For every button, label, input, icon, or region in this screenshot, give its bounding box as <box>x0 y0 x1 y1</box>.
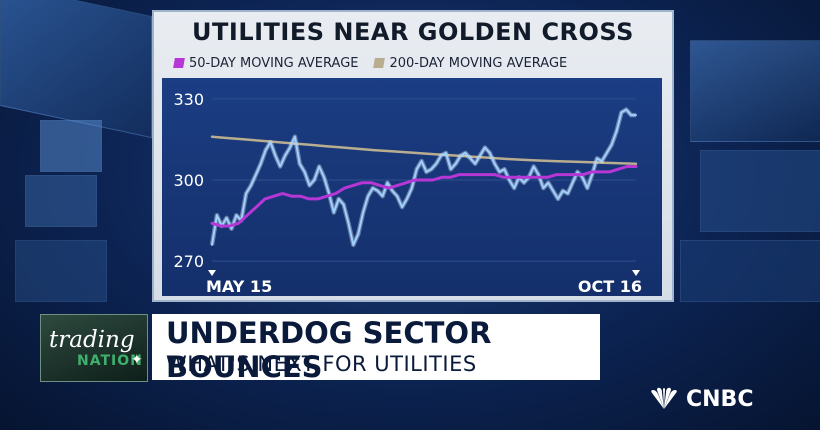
studio-panel <box>690 40 820 142</box>
x-tick-label: OCT 16 <box>578 277 642 296</box>
legend-label-ma200: 200-DAY MOVING AVERAGE <box>389 55 568 71</box>
series-line-price <box>211 108 637 246</box>
studio-panel <box>680 240 820 302</box>
show-logo-bottom: NATION <box>77 353 143 369</box>
plot-area: 270 300 330 MAY 15 OCT 16 <box>162 78 662 296</box>
peacock-icon <box>651 387 677 409</box>
star-icon: ✦ <box>131 351 143 367</box>
series-line-ma50 <box>210 165 638 228</box>
network-logo: CNBC <box>648 384 753 414</box>
chart-card: UTILITIES NEAR GOLDEN CROSS 50-DAY MOVIN… <box>152 10 674 302</box>
subheadline: WHAT'S NEXT FOR UTILITIES <box>166 352 477 376</box>
legend-swatch-ma200 <box>373 58 386 68</box>
legend-item-ma200: 200-DAY MOVING AVERAGE <box>373 55 568 71</box>
legend-swatch-ma50 <box>173 58 185 68</box>
line-chart: 270 300 330 MAY 15 OCT 16 <box>173 90 642 296</box>
y-tick-label: 270 <box>173 252 204 271</box>
show-logo: trading NATION ✦ <box>40 314 148 382</box>
legend-item-ma50: 50-DAY MOVING AVERAGE <box>173 55 359 71</box>
studio-panel <box>40 120 102 172</box>
lower-third-banner: trading NATION ✦ UNDERDOG SECTOR BOUNCES… <box>40 314 600 384</box>
show-logo-top: trading <box>49 327 135 353</box>
series-line-price-glow <box>209 107 636 248</box>
legend-label-ma50: 50-DAY MOVING AVERAGE <box>189 55 359 71</box>
studio-panel <box>15 240 107 302</box>
series-line-ma200 <box>210 135 638 166</box>
chart-title: UTILITIES NEAR GOLDEN CROSS <box>192 18 634 46</box>
headline: UNDERDOG SECTOR BOUNCES <box>166 316 492 384</box>
network-name: CNBC <box>686 386 754 412</box>
y-tick-label: 300 <box>173 171 204 190</box>
studio-panel <box>0 0 152 139</box>
x-tick-label: MAY 15 <box>206 277 272 296</box>
x-tick-mark <box>208 270 216 276</box>
x-tick-mark <box>632 270 640 276</box>
chart-legend: 50-DAY MOVING AVERAGE 200-DAY MOVING AVE… <box>173 54 568 72</box>
y-tick-label: 330 <box>173 90 204 109</box>
studio-panel <box>700 150 820 232</box>
studio-panel <box>25 175 97 227</box>
headline-box: UNDERDOG SECTOR BOUNCES WHAT'S NEXT FOR … <box>152 314 600 384</box>
